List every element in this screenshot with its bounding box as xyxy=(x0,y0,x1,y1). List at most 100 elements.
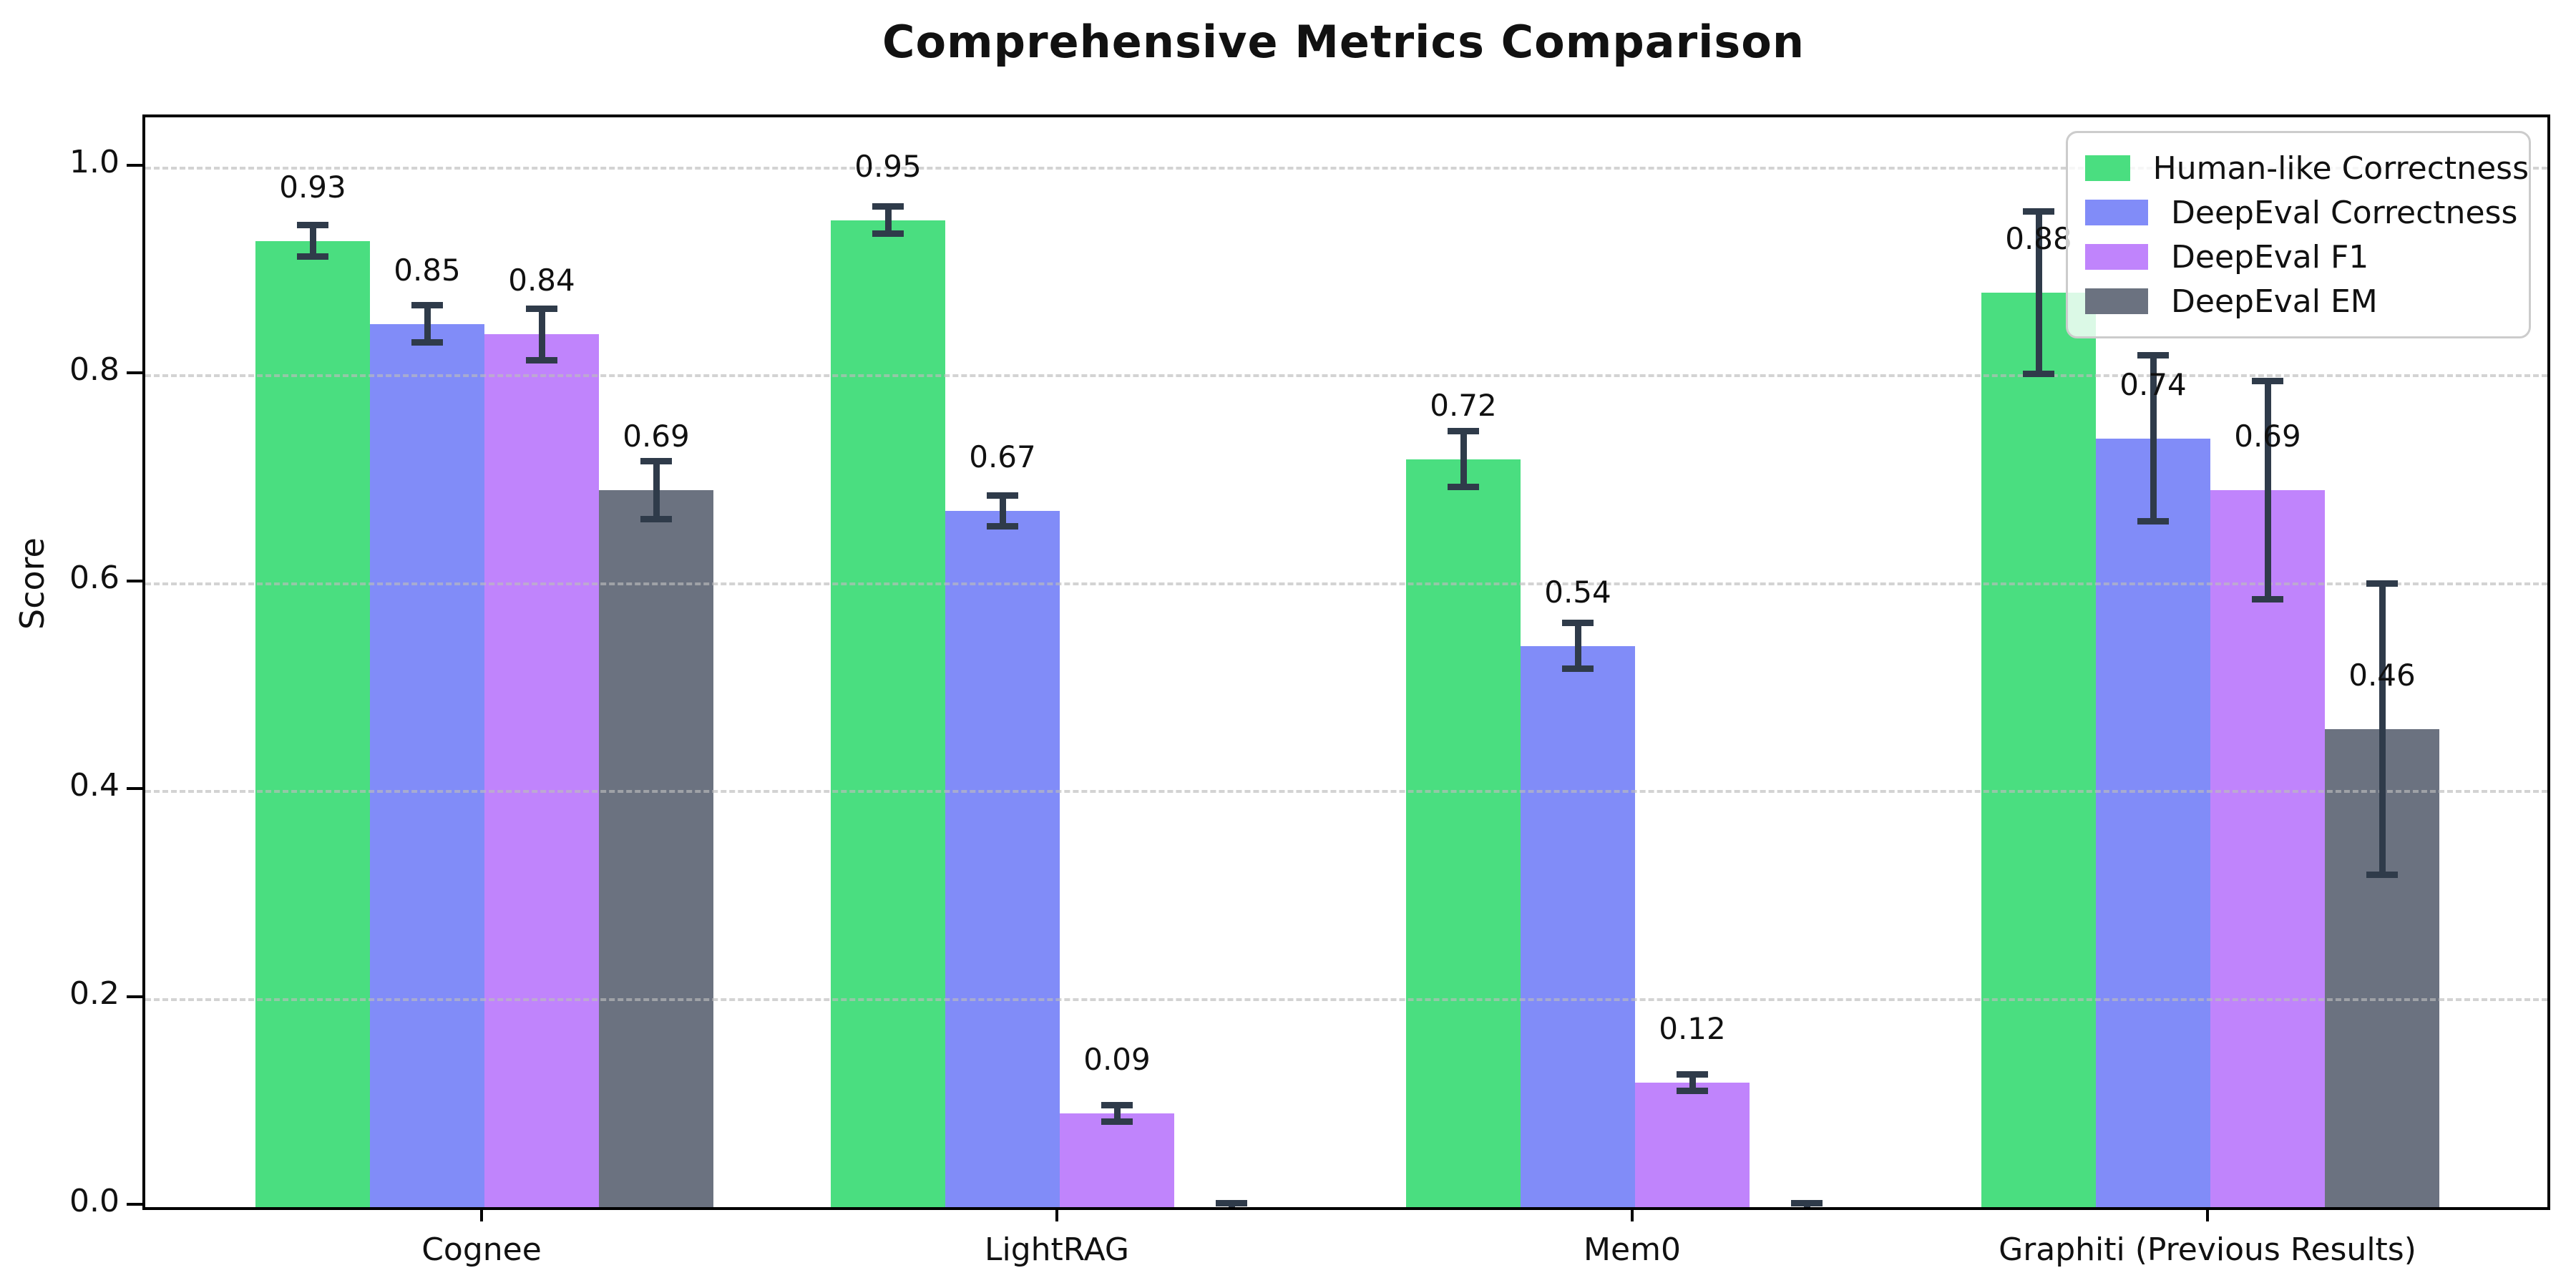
error-bar-cap xyxy=(2137,351,2169,358)
gridline-0.6 xyxy=(145,582,2547,585)
x-tick-label-3: Graphiti (Previous Results) xyxy=(1999,1231,2416,1268)
error-bar-cap xyxy=(1677,1070,1708,1078)
error-bar-stem xyxy=(538,308,545,361)
error-bar-cap xyxy=(2252,596,2283,603)
bar-human-like-correctness-0 xyxy=(255,241,370,1207)
chart-title: Comprehensive Metrics Comparison xyxy=(882,16,1805,68)
error-bar-cap xyxy=(640,516,672,523)
y-tick-label: 0.2 xyxy=(69,975,119,1012)
error-bar-cap xyxy=(526,305,557,312)
error-bar-cap xyxy=(872,230,904,237)
x-tick-mark xyxy=(1631,1207,1634,1221)
legend-label: DeepEval EM xyxy=(2171,283,2378,320)
error-bar-stem xyxy=(1113,1105,1121,1122)
y-tick-mark xyxy=(127,371,142,375)
error-bar-stem xyxy=(1460,431,1467,487)
error-bar-cap xyxy=(297,253,328,260)
gridline-0.2 xyxy=(145,997,2547,1001)
bar-value-label: 0.54 xyxy=(1544,574,1611,610)
error-bar-cap xyxy=(1101,1102,1133,1109)
error-bar-stem xyxy=(2150,355,2157,522)
error-bar-cap xyxy=(1791,1199,1823,1206)
x-tick-mark xyxy=(1055,1207,1058,1221)
bar-deepeval-f1-3 xyxy=(2210,490,2325,1207)
bar-deepeval-correctness-1 xyxy=(945,511,1060,1207)
legend-label: Human-like Correctness xyxy=(2152,150,2529,187)
legend-swatch-icon xyxy=(2085,200,2148,225)
y-tick-mark xyxy=(127,164,142,167)
legend-swatch-icon xyxy=(2085,288,2148,314)
error-bar-stem xyxy=(424,305,431,343)
error-bar-cap xyxy=(640,457,672,464)
error-bar-stem xyxy=(2035,211,2042,374)
y-tick-label: 1.0 xyxy=(69,144,119,180)
bar-human-like-correctness-2 xyxy=(1406,459,1521,1207)
error-bar-cap xyxy=(2366,580,2398,587)
error-bar-stem xyxy=(2379,583,2386,875)
error-bar-cap xyxy=(2023,208,2054,215)
gridline-1 xyxy=(145,167,2547,170)
bar-value-label: 0.09 xyxy=(1083,1042,1151,1078)
error-bar-stem xyxy=(309,225,316,257)
bar-value-label: 0.84 xyxy=(508,263,575,298)
bar-deepeval-correctness-3 xyxy=(2096,439,2210,1207)
error-bar-stem xyxy=(999,495,1006,527)
legend-label: DeepEval Correctness xyxy=(2171,194,2518,231)
bar-deepeval-em-0 xyxy=(599,490,713,1207)
y-tick-label: 0.6 xyxy=(69,559,119,596)
y-tick-label: 0.4 xyxy=(69,767,119,804)
error-bar-stem xyxy=(1574,623,1581,669)
legend-row: Human-like Correctness xyxy=(2085,146,2529,190)
bar-value-label: 0.88 xyxy=(2005,221,2072,257)
y-tick-mark xyxy=(127,579,142,582)
bar-value-label: 0.46 xyxy=(2348,658,2416,693)
error-bar-cap xyxy=(987,492,1018,499)
bar-value-label: 0.74 xyxy=(2119,366,2187,402)
error-bar-cap xyxy=(526,357,557,364)
bar-deepeval-f1-2 xyxy=(1635,1083,1750,1207)
error-bar-cap xyxy=(1216,1199,1247,1206)
legend-row: DeepEval F1 xyxy=(2085,235,2529,279)
bar-value-label: 0.93 xyxy=(279,169,346,205)
legend-label: DeepEval F1 xyxy=(2171,238,2369,275)
error-bar-cap xyxy=(872,203,904,210)
error-bar-cap xyxy=(2023,370,2054,377)
bar-value-label: 0.67 xyxy=(969,439,1036,475)
legend-swatch-icon xyxy=(2085,155,2130,181)
x-tick-label-2: Mem0 xyxy=(1584,1231,1681,1268)
bar-value-label: 0.69 xyxy=(2234,419,2301,454)
legend: Human-like Correctness DeepEval Correctne… xyxy=(2066,131,2531,338)
error-bar-cap xyxy=(1448,484,1479,491)
bar-deepeval-f1-1 xyxy=(1060,1113,1174,1207)
error-bar-cap xyxy=(1448,427,1479,434)
bar-value-label: 0.95 xyxy=(854,148,922,184)
error-bar-cap xyxy=(2366,871,2398,878)
x-tick-mark xyxy=(2206,1207,2209,1221)
x-tick-label-0: Cognee xyxy=(421,1231,542,1268)
bar-deepeval-f1-0 xyxy=(484,334,599,1207)
legend-row: DeepEval Correctness xyxy=(2085,190,2529,235)
bar-deepeval-correctness-0 xyxy=(370,324,484,1207)
error-bar-cap xyxy=(1562,620,1594,627)
error-bar-cap xyxy=(1101,1118,1133,1126)
error-bar-cap xyxy=(987,523,1018,530)
gridline-0.8 xyxy=(145,374,2547,378)
bar-deepeval-correctness-2 xyxy=(1521,646,1635,1207)
y-tick-label: 0.0 xyxy=(69,1183,119,1219)
legend-swatch-icon xyxy=(2085,244,2148,270)
error-bar-cap xyxy=(2137,518,2169,525)
error-bar-cap xyxy=(1677,1087,1708,1094)
error-bar-stem xyxy=(2264,381,2271,600)
error-bar-stem xyxy=(1689,1074,1696,1091)
error-bar-cap xyxy=(1562,665,1594,673)
y-tick-mark xyxy=(127,787,142,791)
bar-human-like-correctness-1 xyxy=(831,220,945,1207)
error-bar-cap xyxy=(297,222,328,229)
error-bar-stem xyxy=(884,206,892,234)
bar-human-like-correctness-3 xyxy=(1981,293,2096,1207)
error-bar-cap xyxy=(411,339,443,346)
bar-value-label: 0.69 xyxy=(623,419,690,454)
x-tick-label-1: LightRAG xyxy=(984,1231,1130,1268)
bar-value-label: 0.85 xyxy=(394,252,461,288)
